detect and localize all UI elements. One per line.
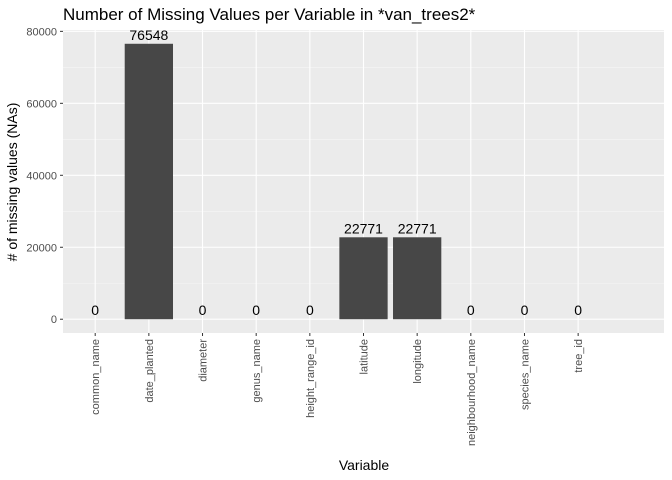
x-tick-label: latitude [359,339,371,374]
x-tick-label: species_name [519,339,531,410]
data-label: 0 [521,302,529,318]
data-label: 0 [199,302,207,318]
x-axis-title: Variable [339,457,390,473]
data-labels: 0 76548 0 0 0 22771 22771 0 0 0 [91,27,582,318]
x-tick-label: date_planted [144,339,156,403]
bar [124,43,174,320]
data-label: 0 [467,302,475,318]
y-tick-label: 20000 [26,242,57,254]
data-label: 0 [91,302,99,318]
x-tick-label: tree_id [573,339,585,373]
y-tick-label: 60000 [26,98,57,110]
data-label: 0 [306,302,314,318]
data-label: 0 [252,302,260,318]
x-tick-label: longitude [412,339,424,384]
y-tick-label: 0 [51,314,57,326]
x-axis-ticks: common_name date_planted diameter genus_nam… [90,333,585,446]
chart-title: Number of Missing Values per Variable in… [63,5,476,24]
data-label: 22771 [344,220,383,236]
x-tick-label: height_range_id [305,339,317,418]
x-tick-label: diameter [198,339,210,382]
y-tick-label: 40000 [26,170,57,182]
x-tick-label: genus_name [251,339,263,403]
y-axis-title: # of missing values (NAs) [4,103,20,262]
bar [339,237,388,320]
data-label: 0 [574,302,582,318]
x-tick-label: common_name [90,339,102,415]
data-label: 22771 [398,220,437,236]
bars [124,43,442,320]
y-axis-ticks: 0 20000 40000 60000 80000 [26,26,63,326]
y-tick-label: 80000 [26,26,57,38]
data-label: 76548 [129,27,168,43]
x-tick-label: neighbourhood_name [466,339,478,446]
bar [393,237,442,320]
